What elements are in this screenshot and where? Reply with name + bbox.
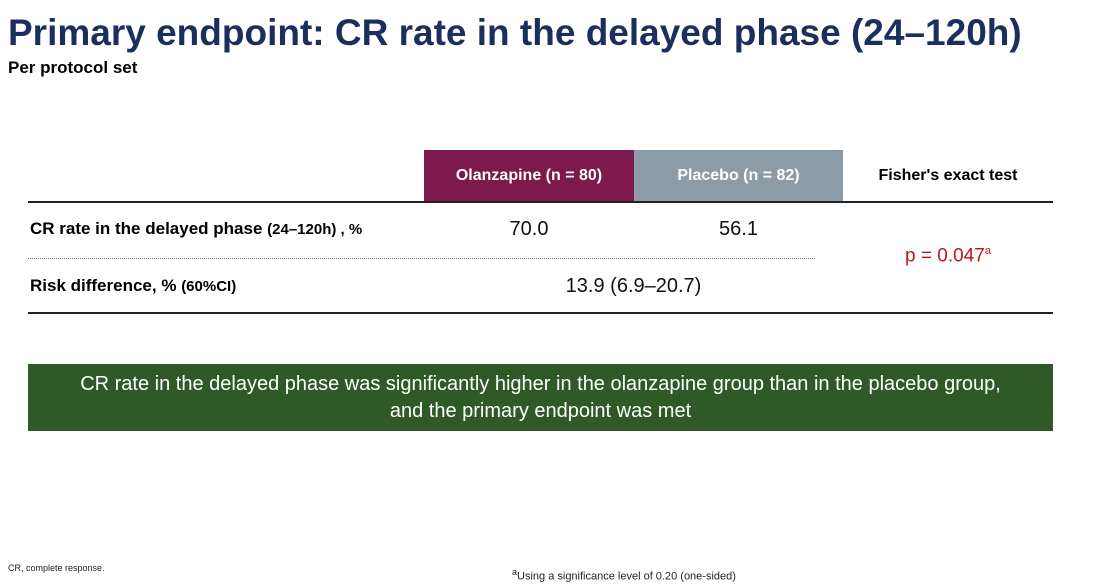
table-rule bbox=[28, 201, 1053, 203]
row-label-unit: (24–120h) , % bbox=[267, 221, 363, 238]
row-divider bbox=[28, 258, 815, 259]
footnote: aUsing a significance level of 0.20 (one… bbox=[512, 567, 736, 583]
cell: 70.0 bbox=[509, 218, 549, 240]
cell: 56.1 bbox=[719, 218, 758, 240]
row-label: CR rate in the delayed phase (24–120h) ,… bbox=[30, 219, 362, 239]
table-rule bbox=[28, 312, 1053, 314]
row-label: Risk difference, % (60%CI) bbox=[30, 276, 236, 296]
column-header: Olanzapine (n = 80) bbox=[424, 150, 634, 202]
row-label-text: Risk difference, % bbox=[30, 276, 177, 295]
footnote-text: Using a significance level of 0.20 (one-… bbox=[517, 570, 736, 583]
row-label-unit: (60%CI) bbox=[181, 278, 237, 295]
conclusion-box: CR rate in the delayed phase was signifi… bbox=[28, 364, 1053, 431]
column-header: Fisher's exact test bbox=[878, 167, 1018, 184]
p-value: p = 0.047a bbox=[843, 245, 1053, 267]
row-label-text: CR rate in the delayed phase bbox=[30, 219, 263, 238]
title: Primary endpoint: CR rate in the delayed… bbox=[8, 12, 1022, 53]
cell: 13.9 (6.9–20.7) bbox=[565, 275, 702, 297]
footnote-marker: a bbox=[512, 567, 518, 577]
subtitle: Per protocol set bbox=[8, 58, 138, 77]
p-value-text: p = 0.047 bbox=[905, 245, 985, 267]
footnote-marker: a bbox=[984, 245, 991, 257]
column-header: Placebo (n = 82) bbox=[634, 150, 843, 202]
conclusion-text: CR rate in the delayed phase was signifi… bbox=[80, 372, 1001, 422]
footnote: CR, complete response. bbox=[8, 563, 105, 573]
